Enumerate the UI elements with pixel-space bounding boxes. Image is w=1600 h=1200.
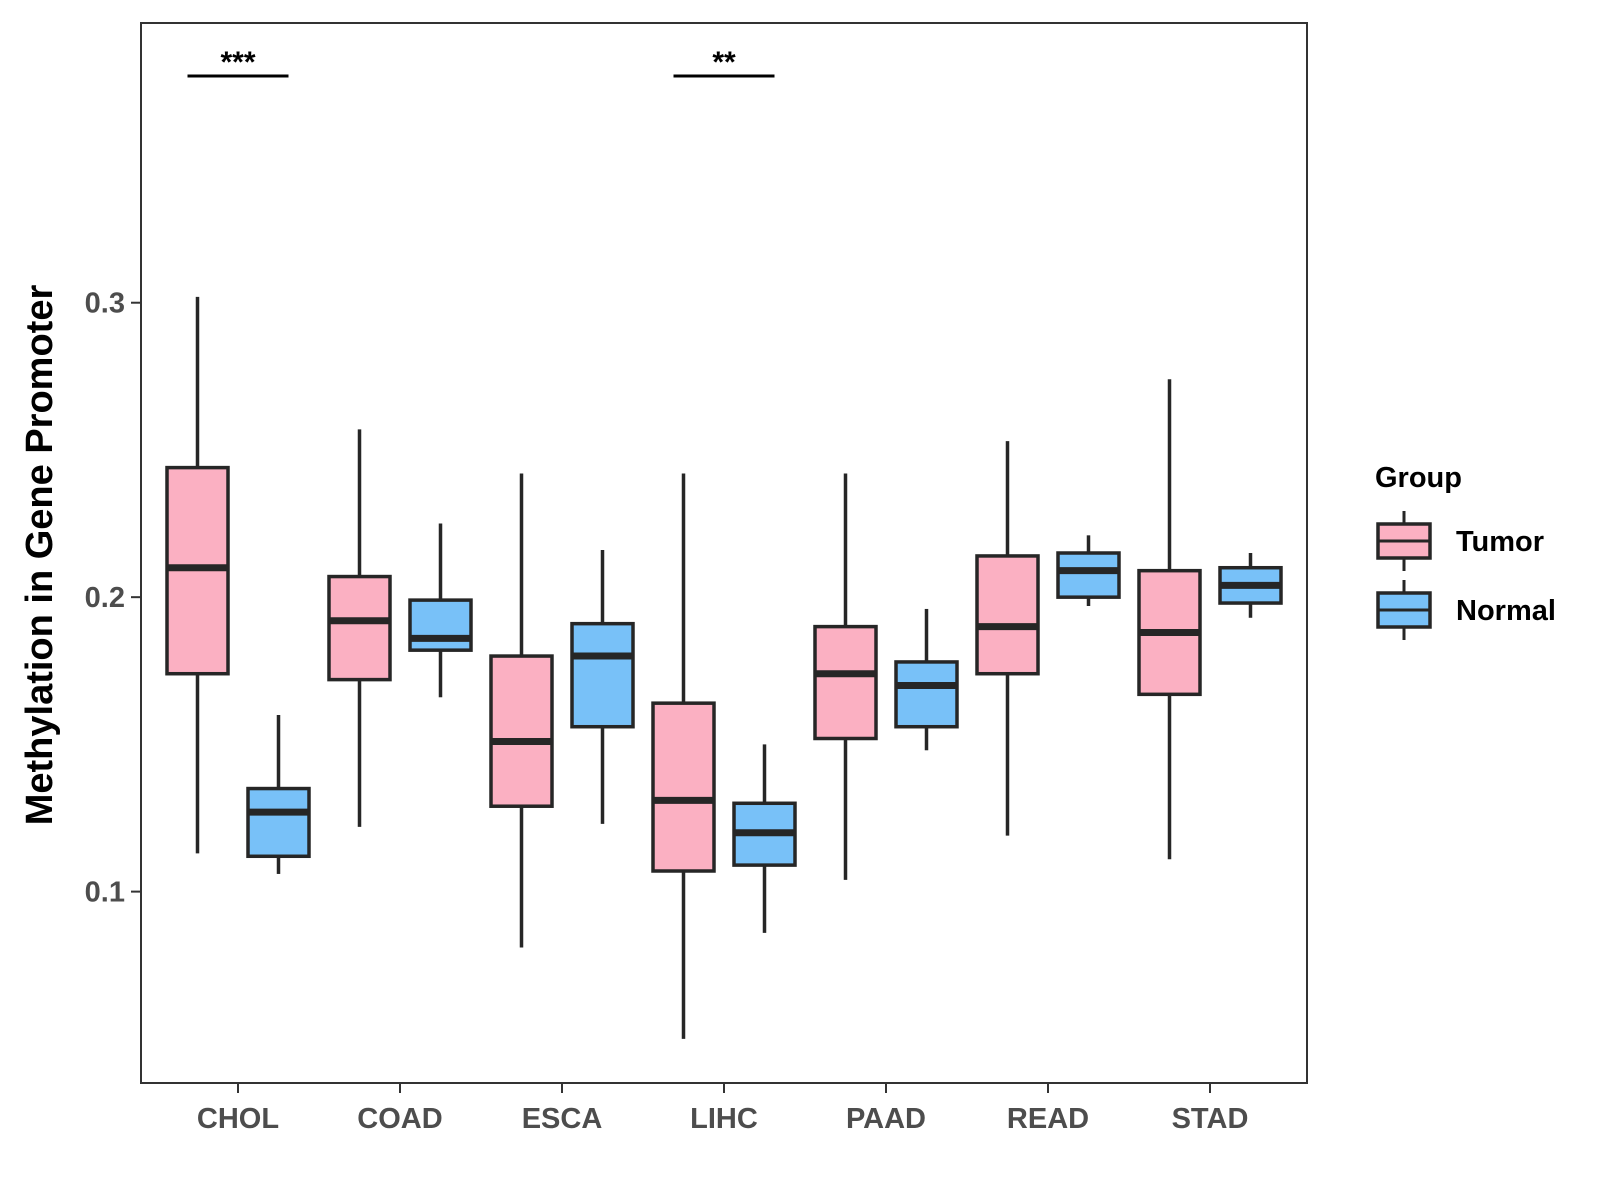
y-axis: 0.1 0.2 0.3 (85, 288, 141, 909)
box-body (327, 574, 392, 682)
box-body (570, 621, 635, 729)
y-tick-label: 0.2 (85, 582, 125, 614)
y-tick-label: 0.3 (85, 288, 125, 320)
x-tick-label-read: READ (1007, 1103, 1089, 1135)
legend-item-tumor: Tumor (1376, 511, 1544, 571)
x-tick-label-stad: STAD (1172, 1103, 1249, 1135)
box-body (489, 654, 554, 808)
x-tick-label-coad: COAD (357, 1103, 442, 1135)
box-normal-coad (408, 523, 473, 698)
box-body (894, 660, 959, 729)
box-tumor-lihc (651, 473, 716, 1039)
box-tumor-chol (165, 296, 230, 854)
box-body (1056, 551, 1121, 599)
box-tumor-paad (813, 473, 878, 880)
y-axis-title: Methylation in Gene Promoter (19, 285, 61, 826)
box-tumor-stad (1137, 379, 1202, 860)
box-body (813, 624, 878, 741)
x-tick-label-chol: CHOL (197, 1103, 279, 1135)
significance-chol: *** (187, 46, 289, 79)
x-axis: CHOL COAD ESCA LIHC PAAD READ STAD (197, 1083, 1248, 1135)
x-tick-label-lihc: LIHC (690, 1103, 758, 1135)
x-tick-label-paad: PAAD (846, 1103, 926, 1135)
box-body (651, 701, 716, 873)
box-normal-paad (894, 608, 959, 751)
significance-stars: *** (220, 46, 255, 79)
significance-lihc: ** (673, 46, 775, 79)
box-group (165, 296, 1283, 1039)
legend-label: Tumor (1456, 526, 1544, 558)
box-tumor-esca (489, 473, 554, 948)
box-tumor-coad (327, 429, 392, 827)
x-tick-label-esca: ESCA (522, 1103, 603, 1135)
box-body (246, 786, 311, 859)
box-tumor-read (975, 441, 1040, 836)
box-normal-esca (570, 550, 635, 824)
legend-label: Normal (1456, 595, 1556, 627)
significance-stars: ** (712, 46, 736, 79)
legend: Group Tumor Normal (1375, 462, 1556, 640)
significance-annotations: *** ** (187, 46, 775, 79)
box-body (975, 554, 1040, 676)
legend-item-normal: Normal (1376, 580, 1556, 640)
box-normal-read (1056, 535, 1121, 606)
box-normal-lihc (732, 744, 797, 933)
y-tick-label: 0.1 (85, 877, 125, 909)
box-normal-chol (246, 714, 311, 874)
box-body (408, 598, 473, 652)
box-normal-stad (1218, 553, 1283, 618)
legend-title: Group (1375, 462, 1462, 494)
